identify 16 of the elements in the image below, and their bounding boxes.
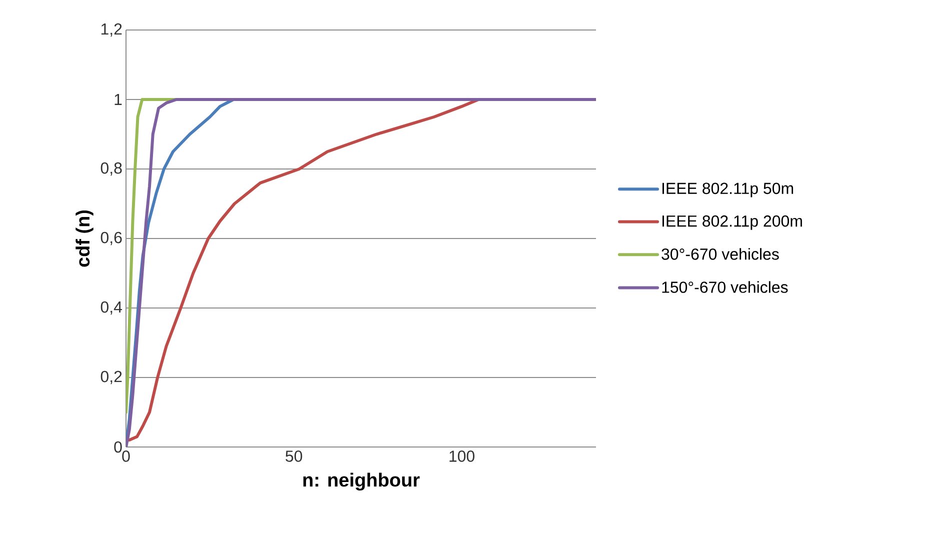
y-tick-label: 1: [114, 94, 122, 106]
legend-label: 150°-670 vehicles: [662, 281, 788, 293]
legend-label: 30°-670 vehicles: [662, 248, 779, 260]
y-axis-title: cdf (n): [76, 210, 94, 267]
y-tick-label: 1,2: [101, 23, 122, 37]
y-tick-label: 0: [114, 441, 122, 453]
x-axis-title: n: neighbour: [303, 472, 420, 491]
y-tick-label: 0,6: [100, 232, 122, 246]
y-tick-label: 0,4: [100, 301, 122, 315]
x-tick-label: 0: [122, 450, 130, 462]
legend-label: IEEE 802.11p 200m: [662, 215, 802, 230]
legend-label: IEEE 802.11p 50m: [662, 182, 794, 198]
y-tick-label: 0,8: [100, 162, 122, 176]
x-tick-label: 50: [286, 450, 302, 462]
x-tick-label: 100: [450, 450, 474, 462]
y-tick-label: 0,2: [100, 370, 122, 384]
